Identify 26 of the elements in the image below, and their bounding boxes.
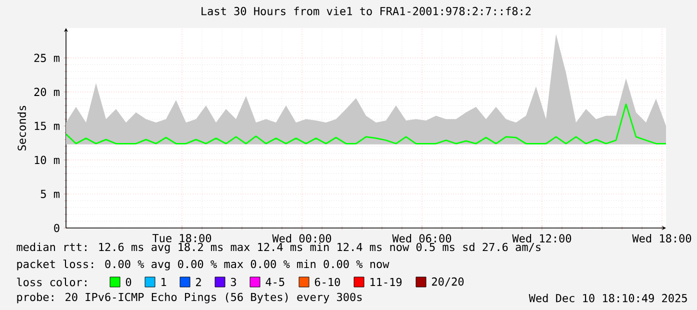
legend-title: loss color: bbox=[17, 278, 86, 286]
legend-label: 11-19 bbox=[370, 278, 402, 286]
legend-label: 6-10 bbox=[314, 278, 340, 286]
text: median rtt: 12.6 ms avg 18.2 ms max 12.4 ms min 12.4 ms now 0.5 ms sd 27.6 am/s bbox=[16, 242, 540, 254]
legend-label: 20/20 bbox=[432, 277, 464, 287]
x-tick-label: Wed 06:00 bbox=[392, 234, 452, 243]
legend-label: 2 bbox=[196, 278, 201, 286]
legend-label: 3 bbox=[230, 278, 236, 286]
x-tick-label: Wed 18:00 bbox=[632, 234, 692, 243]
y-tick-label: 5 m bbox=[40, 190, 60, 198]
legend-label: 1 bbox=[162, 278, 166, 286]
text: packet loss: 0.00 % avg 0.00 % max 0.00 % min 0.00 % now bbox=[17, 260, 390, 270]
y-tick-label: 20 m bbox=[34, 88, 60, 96]
y-tick-label: 25 m bbox=[34, 54, 60, 62]
chart-title: Last 30 Hours from vie1 to FRA1-2001:978:2:7::f8:2 bbox=[202, 6, 531, 16]
y-tick-label: 10 m bbox=[34, 156, 60, 164]
legend-label: 4-5 bbox=[266, 278, 284, 286]
text: probe: 20 IPv6-ICMP Echo Pings (56 Bytes) every 300s bbox=[17, 292, 362, 304]
y-tick-label: 0 bbox=[54, 224, 60, 232]
x-tick-label: Tue 18:00 bbox=[152, 234, 212, 242]
y-axis-title: Seconds bbox=[17, 106, 26, 150]
legend-label: 0 bbox=[126, 278, 132, 286]
y-tick-label: 15 m bbox=[34, 122, 60, 130]
x-tick-label: Wed 12:00 bbox=[512, 234, 572, 243]
x-tick-label: Wed 00:00 bbox=[272, 234, 332, 243]
text: Wed Dec 10 18:10:49 2025 bbox=[528, 294, 687, 302]
